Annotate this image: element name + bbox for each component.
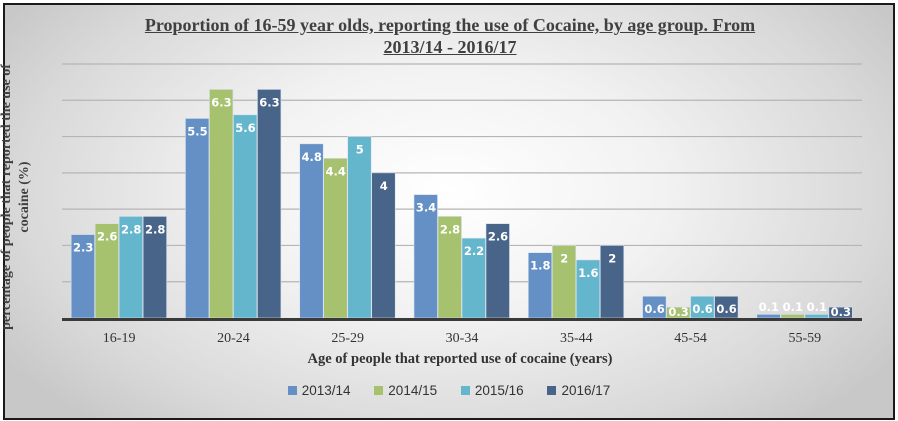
legend: 2013/14 2014/15 2015/16 2016/17 xyxy=(0,383,898,398)
data-label: 4.4 xyxy=(326,164,346,178)
data-label: 2.3 xyxy=(73,241,93,255)
data-label: 2.2 xyxy=(464,244,484,258)
legend-item[interactable]: 2013/14 xyxy=(287,383,351,398)
legend-swatch xyxy=(287,386,297,395)
data-label: 2.8 xyxy=(145,222,165,236)
bar[interactable] xyxy=(185,118,210,319)
data-label: 0.6 xyxy=(692,302,712,316)
data-label: 2.8 xyxy=(121,222,141,236)
bar[interactable] xyxy=(804,314,829,319)
data-label: 4.8 xyxy=(302,150,322,164)
x-tick-label: 20-24 xyxy=(217,331,250,346)
data-label: 2.8 xyxy=(440,222,460,236)
data-label: 5.5 xyxy=(187,124,207,138)
bar[interactable] xyxy=(233,114,258,319)
x-tick-label: 30-34 xyxy=(446,331,479,346)
data-label: 4 xyxy=(380,179,388,193)
legend-label: 2015/16 xyxy=(474,383,524,398)
data-label: 5 xyxy=(356,143,364,157)
chart-title: Proportion of 16-59 year olds, reporting… xyxy=(60,14,840,58)
bar[interactable] xyxy=(209,89,234,319)
data-label: 0.3 xyxy=(668,305,688,319)
x-tick-label: 55-59 xyxy=(789,331,822,346)
x-tick-label: 25-29 xyxy=(331,331,364,346)
legend-swatch xyxy=(374,386,384,395)
data-label: 6.3 xyxy=(211,95,231,109)
data-label: 0.1 xyxy=(759,300,779,314)
data-label: 1.8 xyxy=(530,259,550,273)
legend-swatch xyxy=(547,386,557,395)
bar[interactable] xyxy=(347,136,372,319)
bar[interactable] xyxy=(756,314,781,319)
legend-item[interactable]: 2014/15 xyxy=(374,383,437,398)
bar[interactable] xyxy=(780,314,805,319)
data-label: 1.6 xyxy=(578,266,598,280)
chart-frame xyxy=(3,3,895,420)
data-label: 6.3 xyxy=(259,95,279,109)
data-label: 0.1 xyxy=(783,300,803,314)
data-label: 0.3 xyxy=(831,305,851,319)
data-label: 0.1 xyxy=(807,300,827,314)
data-label: 3.4 xyxy=(416,201,436,215)
x-axis-label: Age of people that reported use of cocai… xyxy=(307,351,613,367)
x-tick-label: 16-19 xyxy=(103,331,136,346)
data-label: 0.6 xyxy=(716,302,736,316)
bar[interactable] xyxy=(257,89,282,319)
legend-item[interactable]: 2016/17 xyxy=(547,383,610,398)
x-tick-label: 45-54 xyxy=(674,331,707,346)
data-label: 2 xyxy=(560,251,568,265)
legend-label: 2016/17 xyxy=(561,383,611,398)
legend-label: 2014/15 xyxy=(388,383,438,398)
bar[interactable] xyxy=(371,172,396,319)
legend-label: 2013/14 xyxy=(301,383,351,398)
data-label: 2 xyxy=(608,251,616,265)
legend-item[interactable]: 2015/16 xyxy=(460,383,524,398)
chart-title-line-1: Proportion of 16-59 year olds, reporting… xyxy=(144,15,756,35)
legend-swatch xyxy=(460,386,470,395)
chart-title-line-2: 2013/14 - 2016/17 xyxy=(383,37,517,57)
bar[interactable] xyxy=(299,143,324,319)
data-label: 2.6 xyxy=(97,230,117,244)
data-label: 0.6 xyxy=(644,302,664,316)
data-label: 2.6 xyxy=(488,230,508,244)
data-label: 5.6 xyxy=(235,121,255,135)
x-tick-label: 35-44 xyxy=(560,331,593,346)
bar[interactable] xyxy=(323,158,348,319)
